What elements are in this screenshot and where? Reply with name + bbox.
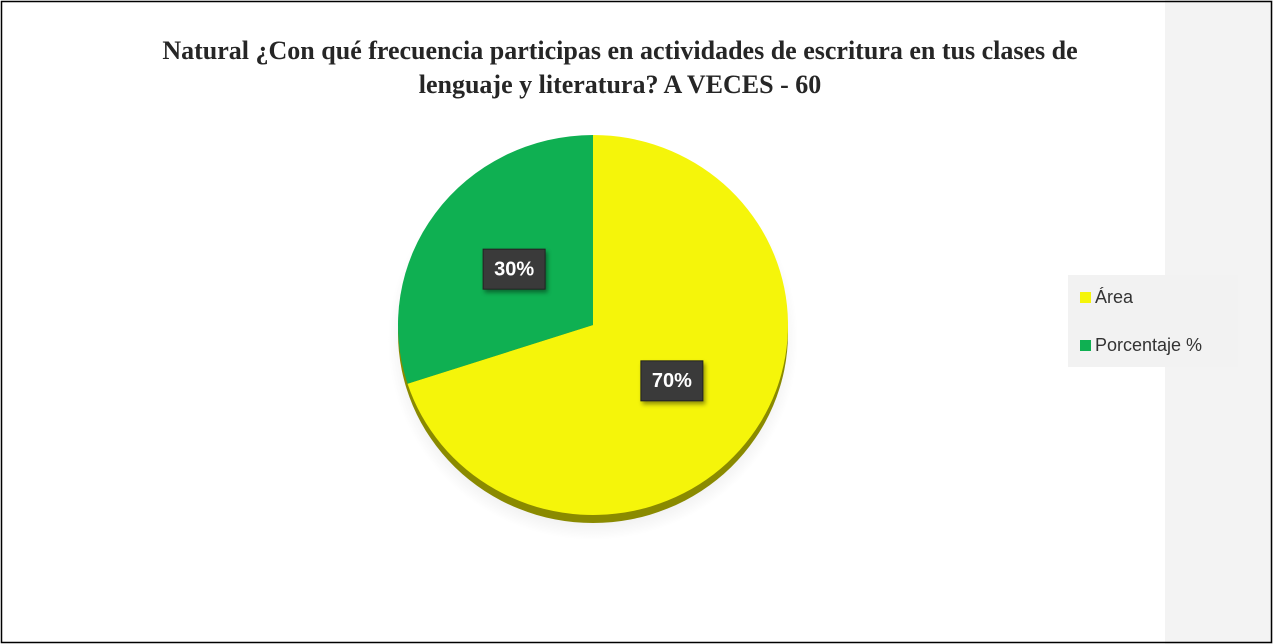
data-label: 30% [494,258,534,280]
legend-label: Área [1095,287,1134,307]
data-label: 70% [652,370,692,392]
data-label-box [482,248,546,290]
data-label-box [640,360,704,402]
chart-title: Natural ¿Con qué frecuencia participas e… [162,36,1078,99]
legend-swatch [1080,340,1091,351]
legend-background [1068,275,1238,367]
legend-label: Porcentaje % [1095,335,1202,355]
legend-swatch [1080,292,1091,303]
pie-slice [407,135,788,515]
